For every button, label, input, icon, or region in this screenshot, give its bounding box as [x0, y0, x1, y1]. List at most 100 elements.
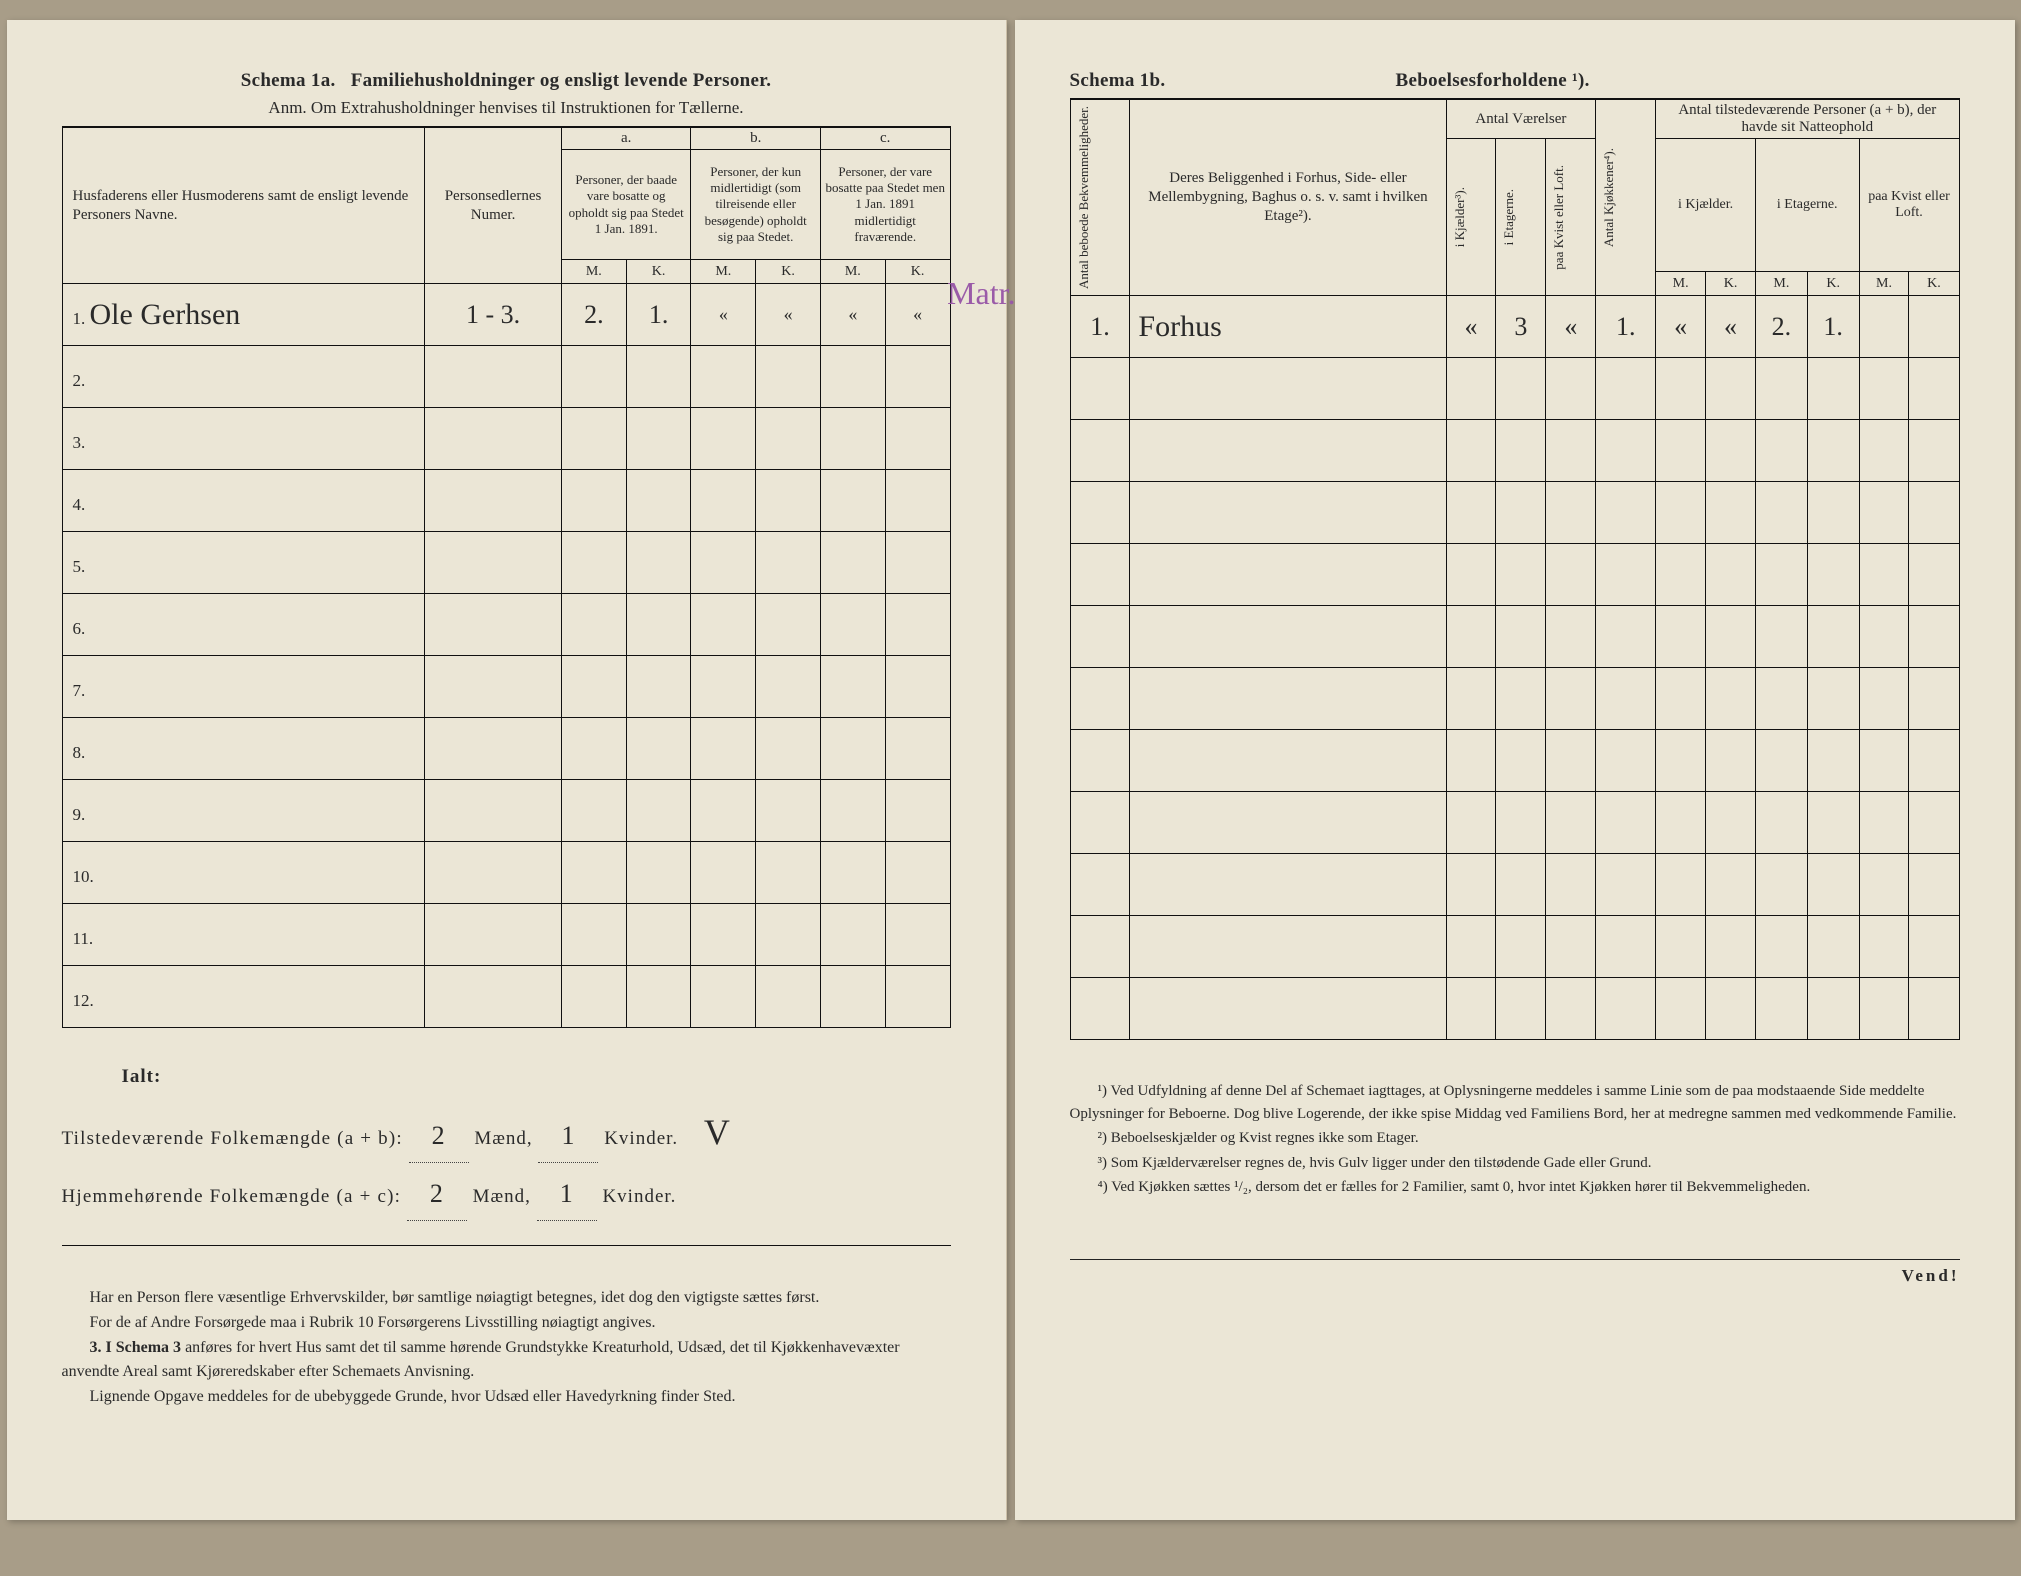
- cell: 9.: [62, 780, 425, 842]
- cell: [1755, 606, 1807, 668]
- cell: [626, 470, 691, 532]
- cell: [1546, 730, 1596, 792]
- cell: [1755, 668, 1807, 730]
- cell: 12.: [62, 966, 425, 1028]
- cell: [1859, 916, 1909, 978]
- col-etagerne: i Etagerne.: [1500, 185, 1518, 249]
- cell: «: [756, 284, 821, 346]
- cell: [820, 532, 885, 594]
- cell: [1546, 854, 1596, 916]
- hjemme-label: Hjemmehørende Folkemængde (a + c):: [62, 1186, 402, 1207]
- cell: [1807, 978, 1859, 1040]
- cell: «: [1446, 296, 1496, 358]
- cell: [1807, 668, 1859, 730]
- cell: [425, 532, 562, 594]
- cell: 2.: [1755, 296, 1807, 358]
- sub-kvist: paa Kvist eller Loft.: [1859, 139, 1959, 272]
- cell: 3.: [62, 408, 425, 470]
- cell: [1656, 668, 1706, 730]
- cell: [626, 904, 691, 966]
- cell: [691, 346, 756, 408]
- cell: [756, 718, 821, 780]
- table-row: 4.: [62, 470, 950, 532]
- cell: [561, 532, 626, 594]
- cell: 6.: [62, 594, 425, 656]
- fn3: ³) Som Kjælderværelser regnes de, hvis G…: [1070, 1152, 1960, 1175]
- cell: 11.: [62, 904, 425, 966]
- cell: [756, 532, 821, 594]
- cell: [1446, 668, 1496, 730]
- cell: [820, 842, 885, 904]
- maend-label-2: Mænd,: [473, 1186, 531, 1207]
- maend-label-1: Mænd,: [474, 1128, 532, 1149]
- grp-pers: Antal tilstedeværende Personer (a + b), …: [1656, 100, 1959, 139]
- cell: [1909, 296, 1959, 358]
- cell: [691, 904, 756, 966]
- cell: [1859, 978, 1909, 1040]
- cell: [1446, 916, 1496, 978]
- cell: [691, 470, 756, 532]
- cell: [1859, 668, 1909, 730]
- cell: [1755, 730, 1807, 792]
- note-3: 3. I Schema 3 anføres for hvert Hus samt…: [62, 1336, 951, 1382]
- fn4: ⁴) Ved Kjøkken sættes ¹/₂, dersom det er…: [1070, 1176, 1960, 1199]
- cell: [1706, 606, 1756, 668]
- r-em-m: M.: [1755, 272, 1807, 296]
- cell: [1496, 544, 1546, 606]
- cell: 7.: [62, 656, 425, 718]
- cell: [626, 842, 691, 904]
- table-row: [1070, 668, 1959, 730]
- cell: [1596, 978, 1656, 1040]
- r-vm-k: K.: [1909, 272, 1959, 296]
- cell: [1656, 420, 1706, 482]
- table-row: [1070, 482, 1959, 544]
- cell: [820, 904, 885, 966]
- anm-line: Anm. Om Extrahusholdninger henvises til …: [62, 98, 951, 118]
- note-2: For de af Andre Forsørgede maa i Rubrik …: [62, 1311, 951, 1334]
- hjemme-line: Hjemmehørende Folkemængde (a + c): 2 Mæn…: [62, 1168, 951, 1221]
- footnotes: ¹) Ved Udfyldning af denne Del af Schema…: [1070, 1080, 1960, 1199]
- cell: [1596, 482, 1656, 544]
- cell: [1909, 916, 1959, 978]
- cell: [1909, 420, 1959, 482]
- table-row: [1070, 854, 1959, 916]
- tilstede-m: 2: [409, 1110, 469, 1163]
- col-antal-beb: Antal beboede Bekvemmeligheder.: [1075, 102, 1093, 293]
- cell: [1070, 668, 1130, 730]
- cell: [1130, 854, 1446, 916]
- note-3-lead: 3. I Schema 3: [90, 1339, 182, 1356]
- cell: [1656, 730, 1706, 792]
- schema-1a-heading: Familiehusholdninger og ensligt levende …: [351, 70, 772, 91]
- tilstede-k: 1: [538, 1110, 598, 1163]
- cell: [1755, 854, 1807, 916]
- cell: [626, 346, 691, 408]
- margin-matr: Matr.: [947, 275, 1015, 312]
- cell: [691, 532, 756, 594]
- table-row: 9.: [62, 780, 950, 842]
- cell: [1807, 606, 1859, 668]
- cell: [1706, 358, 1756, 420]
- cell: [1656, 978, 1706, 1040]
- cell: [1446, 420, 1496, 482]
- col-kvist: paa Kvist eller Loft.: [1550, 161, 1568, 274]
- schema-1b-table: Antal beboede Bekvemmeligheder. Deres Be…: [1070, 99, 1960, 1040]
- cell: [1807, 544, 1859, 606]
- cell: [1546, 978, 1596, 1040]
- table-row: 8.: [62, 718, 950, 780]
- fn2: ²) Beboelseskjælder og Kvist regnes ikke…: [1070, 1127, 1960, 1150]
- cell: 1.: [1070, 296, 1130, 358]
- cell: [1706, 916, 1756, 978]
- cell: [1546, 482, 1596, 544]
- cell: [626, 966, 691, 1028]
- cell: [1446, 606, 1496, 668]
- cell: [1130, 730, 1446, 792]
- cell: [1807, 358, 1859, 420]
- cell: [1446, 792, 1496, 854]
- cell: [626, 718, 691, 780]
- cell: [691, 656, 756, 718]
- notes-rule: [62, 1245, 951, 1246]
- cell: [885, 904, 950, 966]
- cell: 3: [1496, 296, 1546, 358]
- cell: [1546, 792, 1596, 854]
- cell: [885, 966, 950, 1028]
